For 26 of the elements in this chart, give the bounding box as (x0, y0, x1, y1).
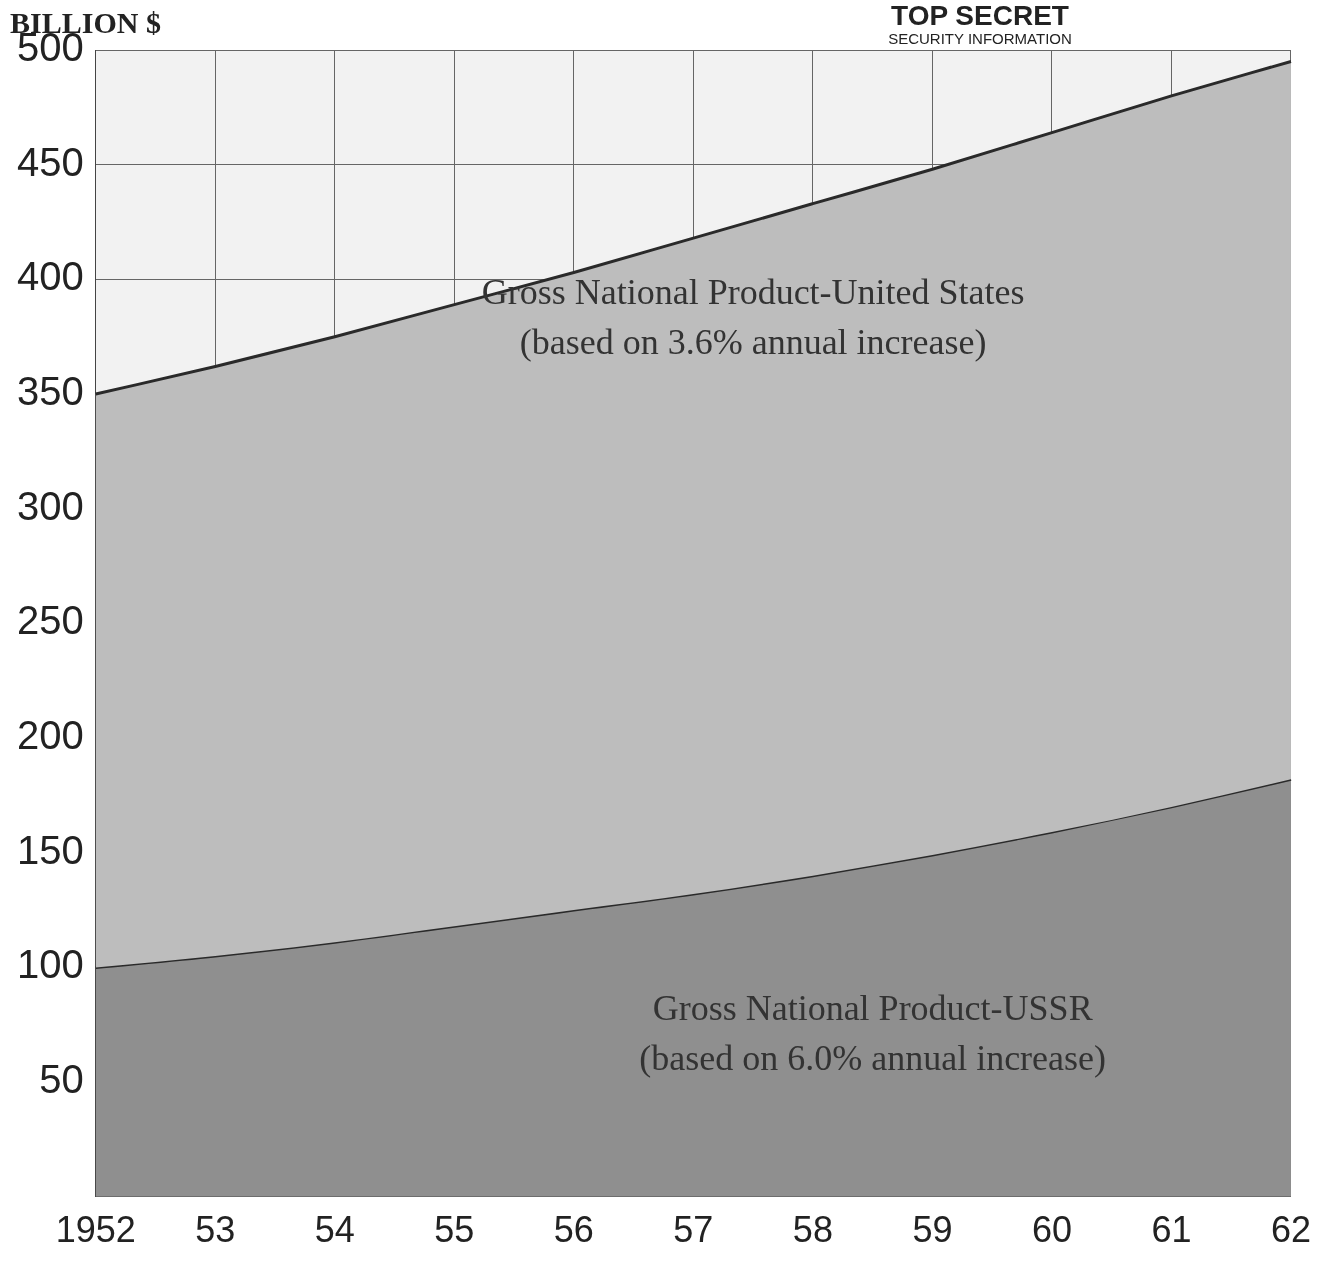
x-tick-label: 53 (195, 1209, 236, 1251)
x-tick-label: 60 (1031, 1209, 1072, 1251)
y-tick-label: 250 (16, 598, 84, 643)
y-tick-label: 200 (16, 713, 84, 758)
x-tick-label: 57 (673, 1209, 714, 1251)
y-tick-label: 100 (16, 942, 84, 987)
y-tick-label: 50 (39, 1057, 84, 1102)
text: SECURITY INFORMATION (887, 30, 1073, 47)
x-tick-label: 62 (1270, 1209, 1311, 1251)
series-label: Gross National Product-USSR (652, 988, 1093, 1029)
annotation: (based on 6.0% annual increase) (639, 1038, 1107, 1079)
x-tick-label: 58 (792, 1209, 833, 1251)
x-tick-label: 54 (314, 1209, 355, 1251)
text: TOP SECRET (890, 0, 1070, 32)
x-tick-label: 59 (912, 1209, 953, 1251)
x-tick-label: 56 (553, 1209, 594, 1251)
annotation: (based on 3.6% annual increase) (519, 322, 987, 363)
x-tick-label: 1952 (55, 1209, 136, 1251)
y-tick-label: 450 (16, 139, 84, 184)
y-tick-label: 150 (16, 827, 84, 872)
x-tick-label: 55 (434, 1209, 475, 1251)
series-label: Gross National Product-United States (481, 272, 1025, 313)
x-tick-label: 61 (1151, 1209, 1192, 1251)
y-tick-label: 350 (16, 369, 84, 414)
y-tick-label: 400 (16, 254, 84, 299)
y-tick-label: 300 (16, 483, 84, 528)
